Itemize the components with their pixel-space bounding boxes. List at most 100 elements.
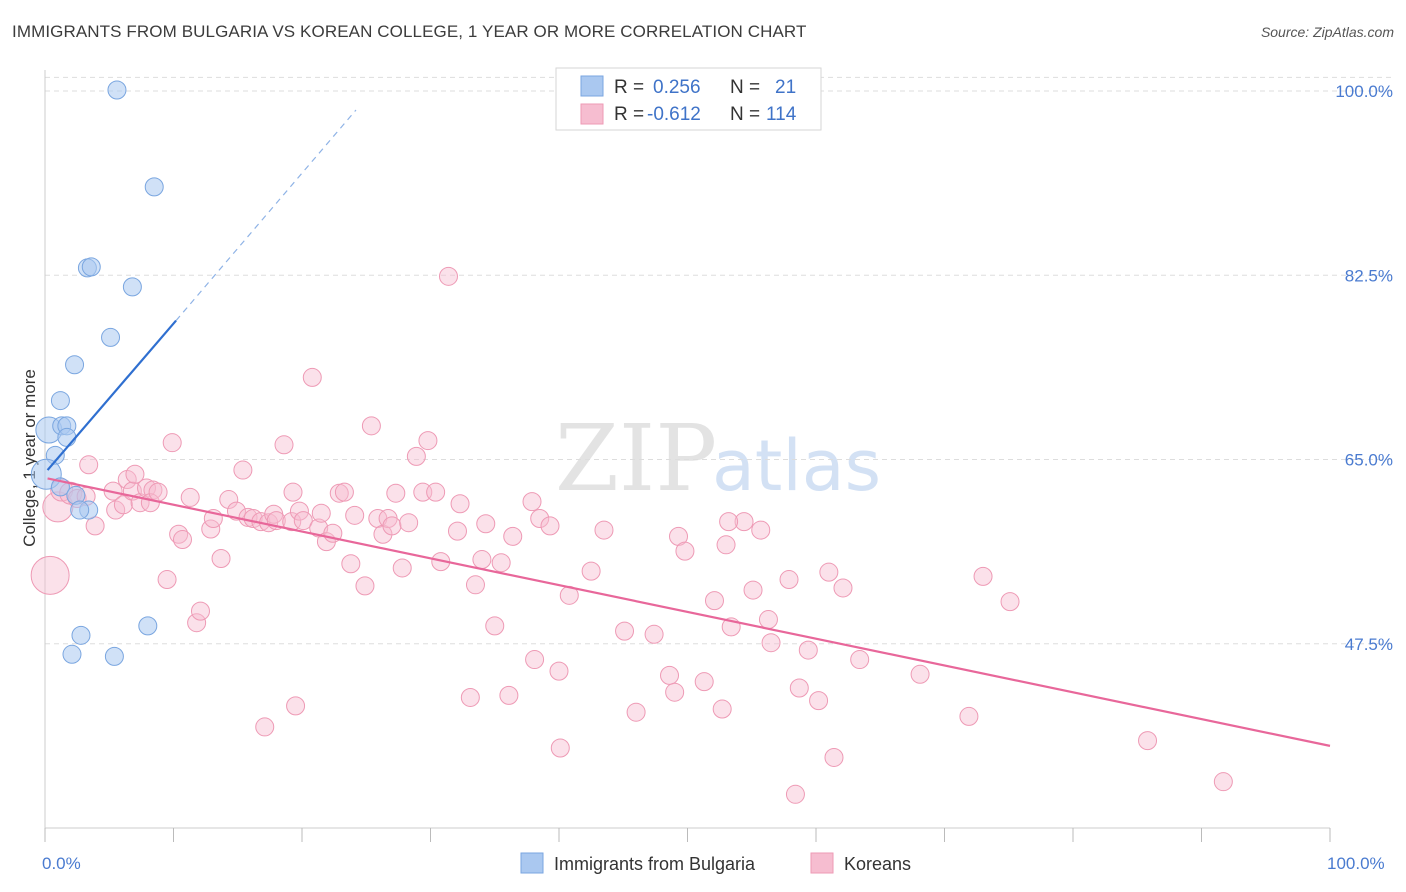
legend-r-value-bulgaria: 0.256 <box>653 77 701 98</box>
korean-point <box>302 367 322 387</box>
bulgaria-point <box>122 277 142 297</box>
korean-point <box>418 431 438 451</box>
x-tick-label-max: 100.0% <box>1327 854 1385 873</box>
korean-point <box>382 516 402 536</box>
korean-point <box>472 550 492 570</box>
korean-point <box>438 266 458 286</box>
korean-point <box>113 495 133 515</box>
watermark-atlas: atlas <box>712 425 881 507</box>
korean-point <box>485 616 505 636</box>
bulgaria-point <box>138 616 158 636</box>
bulgaria-trend-extension <box>175 109 357 321</box>
y-axis-label: College, 1 year or more <box>20 369 39 547</box>
koreans-points <box>30 266 1233 804</box>
korean-point <box>392 558 412 578</box>
series-legend-label-koreans: Koreans <box>844 854 911 874</box>
legend-r-label-koreans: R = <box>614 104 644 125</box>
korean-point <box>406 446 426 466</box>
watermark-zip: ZIP <box>555 405 717 512</box>
korean-point <box>172 530 192 550</box>
korean-point <box>751 520 771 540</box>
korean-point <box>626 702 646 722</box>
korean-point <box>833 578 853 598</box>
korean-point <box>233 460 253 480</box>
bulgaria-point <box>71 625 91 645</box>
legend-r-value-koreans: -0.612 <box>647 104 701 125</box>
chart-title: IMMIGRANTS FROM BULGARIA VS KOREAN COLLE… <box>12 22 807 41</box>
korean-point <box>809 691 829 711</box>
x-tick-label-min: 0.0% <box>42 854 81 873</box>
legend-n-value-bulgaria: 21 <box>775 77 796 98</box>
bulgaria-point <box>65 355 85 375</box>
korean-point <box>1000 592 1020 612</box>
korean-point <box>716 535 736 555</box>
korean-point <box>644 624 664 644</box>
korean-point <box>712 699 732 719</box>
legend-swatch-bulgaria <box>580 75 604 97</box>
korean-point <box>910 664 930 684</box>
korean-point <box>219 490 239 510</box>
source-label: Source: ZipAtlas.com <box>1260 24 1394 40</box>
korean-point <box>694 672 714 692</box>
korean-point <box>779 570 799 590</box>
trend-lines <box>46 109 1331 747</box>
korean-point <box>386 483 406 503</box>
korean-point <box>334 482 354 502</box>
korean-point <box>399 513 419 533</box>
korean-point <box>169 524 189 544</box>
korean-point <box>704 591 724 611</box>
korean-point <box>211 548 231 568</box>
bulgaria-point <box>70 500 90 520</box>
y-tick-label: 47.5% <box>1345 635 1393 654</box>
korean-point <box>503 526 523 546</box>
korean-point <box>675 541 695 561</box>
bulgaria-point <box>144 177 164 197</box>
korean-point <box>798 640 818 660</box>
korean-point <box>581 561 601 581</box>
korean-point <box>824 747 844 767</box>
series-legend-swatch-bulgaria <box>520 852 544 874</box>
bulgaria-point <box>81 257 101 277</box>
korean-point <box>355 576 375 596</box>
korean-point <box>525 650 545 670</box>
korean-point <box>785 784 805 804</box>
korean-point <box>758 610 778 630</box>
korean-point <box>345 505 365 525</box>
korean-point <box>125 464 145 484</box>
korean-point <box>148 482 168 502</box>
bulgaria-point <box>101 327 121 347</box>
korean-point <box>450 494 470 514</box>
bulgaria-point <box>62 644 82 664</box>
korean-point <box>973 566 993 586</box>
korean-point <box>255 717 275 737</box>
korean-point <box>594 520 614 540</box>
korean-point <box>719 512 739 532</box>
legend-n-label-koreans: N = <box>730 104 760 125</box>
korean-point <box>850 650 870 670</box>
koreans-trend-line <box>47 477 1331 747</box>
korean-point <box>615 621 635 641</box>
korean-point <box>79 455 99 475</box>
korean-point <box>549 661 569 681</box>
korean-point <box>180 487 200 507</box>
series-legend: Immigrants from Bulgaria Koreans <box>520 852 911 874</box>
korean-point <box>289 501 309 521</box>
y-tick-label: 100.0% <box>1335 82 1393 101</box>
x-ticks <box>44 828 1331 842</box>
bulgaria-point <box>57 427 77 447</box>
korean-point <box>361 416 381 436</box>
series-legend-label-bulgaria: Immigrants from Bulgaria <box>554 854 756 874</box>
bulgaria-point <box>107 80 127 100</box>
korean-point <box>274 435 294 455</box>
y-tick-labels: 47.5% 65.0% 82.5% 100.0% <box>1335 82 1393 654</box>
korean-point <box>819 562 839 582</box>
korean-point <box>530 508 550 528</box>
bulgaria-point <box>104 646 124 666</box>
korean-point <box>283 482 303 502</box>
korean-point <box>499 685 519 705</box>
korean-point <box>226 501 246 521</box>
grid-lines <box>45 76 1392 645</box>
korean-point <box>959 706 979 726</box>
korean-point <box>341 554 361 574</box>
